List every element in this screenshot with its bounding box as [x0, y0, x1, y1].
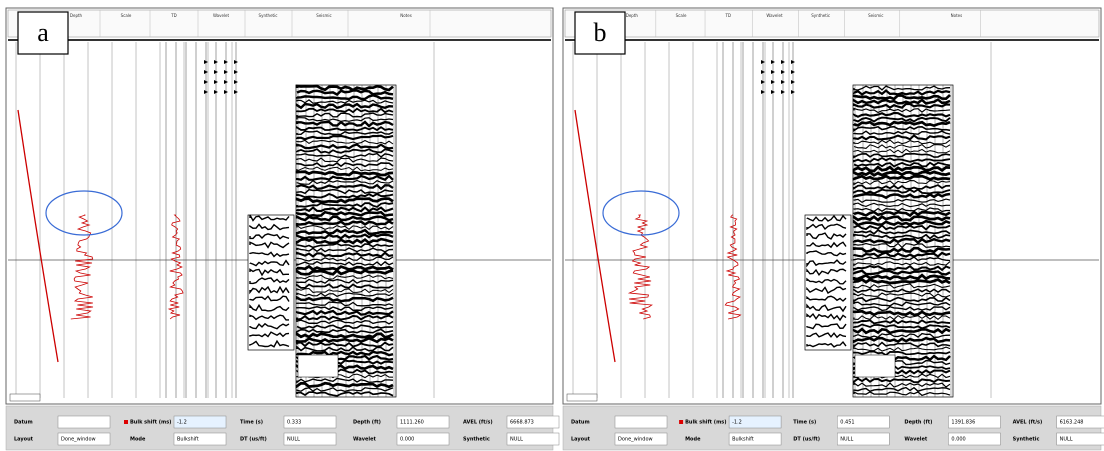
status-label: Synthetic [463, 437, 490, 443]
header-bar [8, 10, 551, 37]
column-header: TD [170, 13, 177, 18]
column-header: Wavelet [213, 13, 230, 18]
status-label: Mode [685, 437, 701, 443]
status-value: 6668.873 [510, 420, 534, 426]
status-value: NULL [287, 437, 300, 443]
status-label: Depth (ft) [904, 420, 932, 426]
column-header: Scale [676, 13, 687, 18]
panel-label: a [37, 18, 49, 47]
status-label: Time (s) [793, 420, 816, 426]
status-value: 1111.260 [400, 420, 424, 426]
seismic-legend [298, 355, 338, 377]
status-label: Depth (ft) [353, 420, 381, 426]
status-label: Bulk shift (ms) [130, 420, 171, 426]
status-value: 6163.248 [1060, 420, 1084, 426]
status-field [58, 416, 110, 428]
column-header: Scale [121, 13, 132, 18]
status-value: Bulkshift [732, 437, 754, 443]
status-label: AVEL (ft/s) [463, 420, 493, 426]
seismic-legend [855, 355, 895, 377]
status-label: Wavelet [904, 437, 927, 443]
column-header: Seismic [316, 13, 331, 18]
column-header: Notes [951, 13, 963, 18]
status-indicator [124, 420, 128, 424]
column-header: TD [724, 13, 731, 18]
column-header: Depth [70, 13, 83, 18]
status-label: Datum [14, 420, 33, 426]
log-panel: Depth Scale TD Wavelet Synthetic Seismic Notes… [563, 8, 1104, 450]
column-header: Synthetic [259, 13, 278, 18]
status-label: Bulk shift (ms) [685, 420, 726, 426]
status-value: 0.000 [951, 437, 965, 443]
status-label: Wavelet [353, 437, 376, 443]
status-label: Datum [571, 420, 590, 426]
status-label: Mode [130, 437, 146, 443]
status-value: 0.000 [400, 437, 414, 443]
column-header: Synthetic [811, 13, 830, 18]
column-header: Seismic [868, 13, 883, 18]
status-value: 1391.836 [951, 420, 975, 426]
scale-box [567, 394, 597, 401]
status-label: DT (us/ft) [240, 437, 267, 443]
status-value: -1.2 [732, 420, 742, 426]
status-value: -1.2 [177, 420, 187, 426]
status-value: NULL [510, 437, 523, 443]
status-indicator [679, 420, 683, 424]
status-field [615, 416, 667, 428]
status-value: Bulkshift [177, 437, 199, 443]
header-bar [565, 10, 1099, 37]
status-label: DT (us/ft) [793, 437, 820, 443]
column-header: Wavelet [766, 13, 783, 18]
status-label: Synthetic [1013, 437, 1040, 443]
status-label: Time (s) [240, 420, 263, 426]
status-value: NULL [840, 437, 853, 443]
panel-label: b [594, 18, 607, 47]
status-label: Layout [14, 437, 34, 443]
status-value: 0.333 [287, 420, 301, 426]
status-value: 0.451 [840, 420, 854, 426]
status-value: Done_window [618, 437, 653, 443]
status-value: NULL [1060, 437, 1073, 443]
status-label: Layout [571, 437, 591, 443]
scale-box [10, 394, 40, 401]
log-panel: Depth Scale TD Wavelet Synthetic Seismic Notes… [6, 8, 559, 450]
column-header: Notes [400, 13, 412, 18]
column-header: Depth [626, 13, 639, 18]
status-value: Done_window [61, 437, 96, 443]
screenshot: Depth Scale TD Wavelet Synthetic Seismic Notes… [0, 0, 1104, 451]
status-label: AVEL (ft/s) [1013, 420, 1043, 426]
